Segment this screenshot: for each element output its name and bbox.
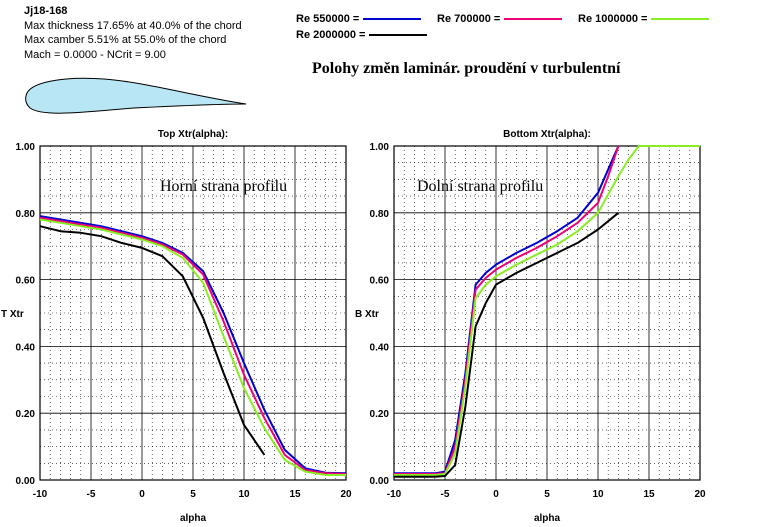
x-tick-label: 0 <box>493 489 499 500</box>
legend: Re 550000 = Re 700000 = Re 1000000 = Re … <box>0 0 762 60</box>
series-line <box>39 218 346 476</box>
y-tick-label: 0.20 <box>16 409 36 420</box>
y-axis-label: T Xtr <box>1 309 24 320</box>
series-line <box>39 225 266 456</box>
x-axis-label: alpha <box>180 513 207 524</box>
x-tick-label: 15 <box>643 489 655 500</box>
foil-info: Jj18-168 Max thickness 17.65% at 40.0% o… <box>24 4 242 62</box>
y-tick-label: 0.80 <box>370 209 390 220</box>
y-tick-label: 0.00 <box>370 476 390 487</box>
legend-item-re1000000: Re 1000000 = <box>578 13 710 25</box>
legend-label: Re 550000 = <box>296 13 360 25</box>
x-tick-label: 20 <box>340 489 352 500</box>
x-tick-label: 5 <box>190 489 196 500</box>
legend-swatch <box>504 18 563 20</box>
series-line <box>394 145 700 476</box>
legend-label: Re 700000 = <box>437 13 501 25</box>
plot-frame <box>39 145 347 481</box>
y-tick-label: 0.60 <box>370 276 390 287</box>
y-tick-label: 0.00 <box>16 476 36 487</box>
legend-swatch <box>363 18 422 20</box>
y-tick-label: 0.60 <box>16 276 36 287</box>
plot-frame <box>393 145 701 481</box>
series-line <box>394 212 620 478</box>
chart-panel-bottom: -10 -5 0 5 10 15 20 0.00 0.20 0.40 0.60 0.80 1.00 Bot… <box>355 129 706 524</box>
legend-swatch <box>369 34 428 36</box>
legend-item-re550000: Re 550000 = <box>296 13 422 25</box>
x-tick-label: 15 <box>289 489 301 500</box>
x-tick-label: 10 <box>592 489 604 500</box>
series-line <box>39 216 347 475</box>
chart-annotation: Horní strana profilu <box>160 178 287 195</box>
chart-annotation: Dolní strana profilu <box>417 178 543 195</box>
x-tick-label: -5 <box>441 489 450 500</box>
legend-swatch <box>651 18 710 20</box>
y-tick-label: 0.80 <box>16 209 36 220</box>
x-tick-label: -10 <box>387 489 402 500</box>
y-tick-label: 1.00 <box>370 142 390 153</box>
y-tick-label: 0.40 <box>16 342 36 353</box>
foil-name: Jj18-168 <box>24 5 68 17</box>
y-axis-label: B Xtr <box>355 309 379 320</box>
chart-title: Bottom Xtr(alpha): <box>503 129 591 140</box>
chart-panel-top: -10 -5 0 5 10 15 20 0.00 0.20 0.40 0.60 0.80 1.00 Top… <box>1 129 352 524</box>
y-tick-label: 0.40 <box>370 342 390 353</box>
legend-label: Re 1000000 = <box>578 13 648 25</box>
info-camber: Max camber 5.51% at 55.0% of the chord <box>24 34 227 46</box>
legend-label: Re 2000000 = <box>296 29 366 41</box>
x-tick-label: 5 <box>544 489 550 500</box>
info-thickness: Max thickness 17.65% at 40.0% of the cho… <box>24 19 242 32</box>
x-tick-label: 10 <box>238 489 250 500</box>
legend-item-re700000: Re 700000 = <box>437 13 563 25</box>
series-line <box>394 145 620 475</box>
series-line <box>39 215 347 475</box>
chart-title: Top Xtr(alpha): <box>158 129 228 140</box>
airfoil-shape <box>25 77 247 114</box>
legend-item-re2000000: Re 2000000 = <box>296 29 428 41</box>
y-tick-label: 1.00 <box>16 142 36 153</box>
x-tick-label: 0 <box>139 489 145 500</box>
y-tick-label: 0.20 <box>370 409 390 420</box>
x-tick-label: 20 <box>694 489 706 500</box>
info-mach: Mach = 0.0000 - NCrit = 9.00 <box>24 48 166 61</box>
page-title: Polohy změn laminár. proudění v turbulen… <box>312 60 621 77</box>
x-tick-label: -10 <box>33 489 48 500</box>
x-tick-label: -5 <box>87 489 96 500</box>
x-axis-label: alpha <box>534 513 561 524</box>
